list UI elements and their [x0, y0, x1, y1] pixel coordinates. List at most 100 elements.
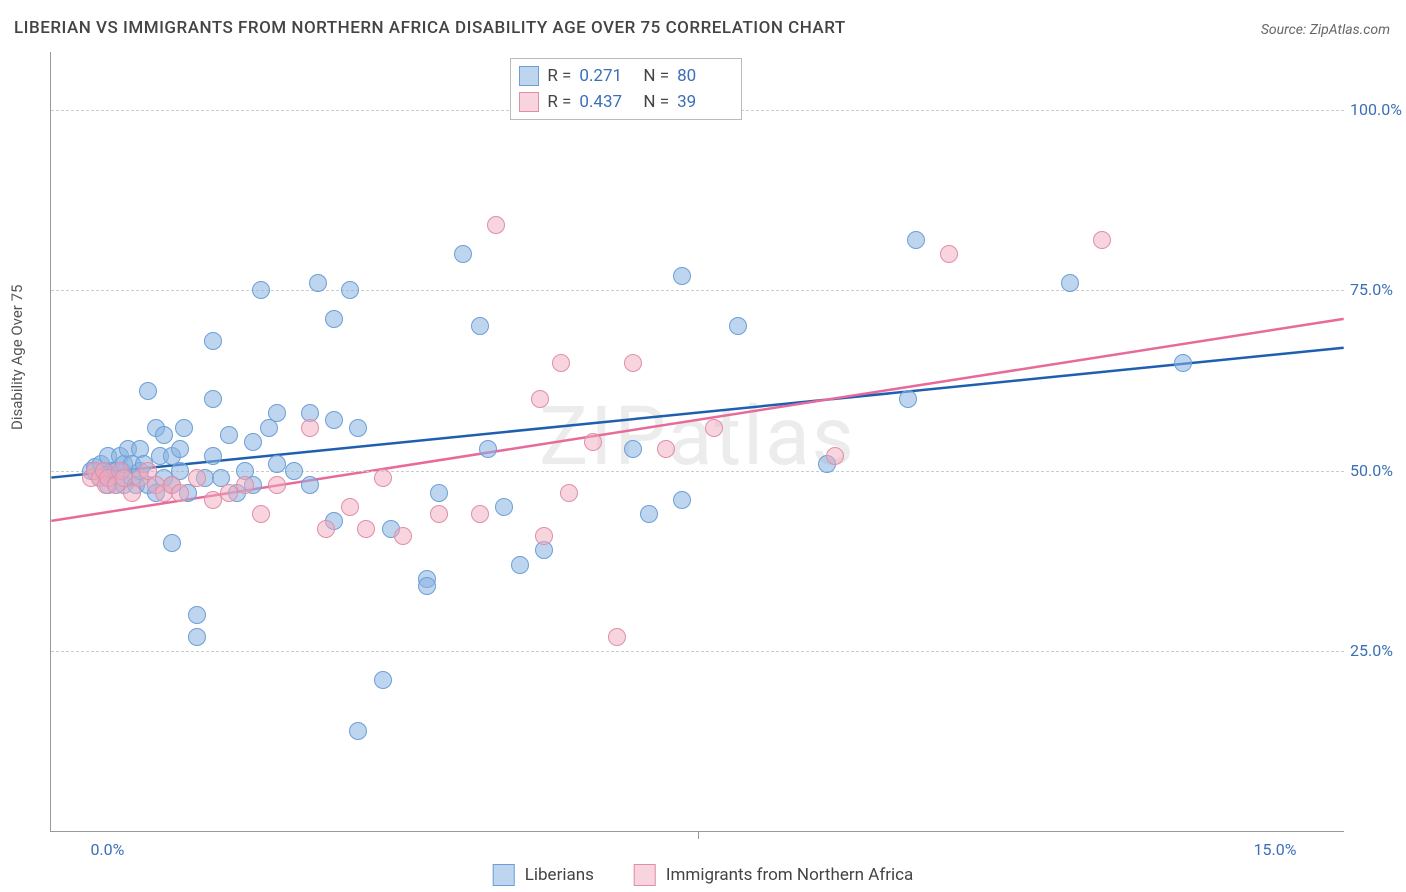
- scatter-point: [139, 382, 157, 400]
- scatter-point: [608, 628, 626, 646]
- scatter-point: [341, 281, 359, 299]
- scatter-point: [301, 476, 319, 494]
- n-label: N =: [643, 66, 669, 86]
- plot-area: ZIPatlas R =0.271N =80R =0.437N =39: [50, 52, 1344, 832]
- r-value: 0.437: [579, 92, 635, 112]
- stats-legend-row: R = 0.437 N = 39: [519, 89, 733, 115]
- scatter-point: [374, 671, 392, 689]
- scatter-point: [252, 505, 270, 523]
- gridline: [51, 651, 1344, 652]
- scatter-point: [705, 419, 723, 437]
- scatter-point: [1174, 354, 1192, 372]
- scatter-point: [268, 404, 286, 422]
- scatter-point: [171, 440, 189, 458]
- stats-legend-row: R = 0.271 N = 80: [519, 63, 733, 89]
- trendline: [51, 348, 1343, 478]
- scatter-point: [317, 520, 335, 538]
- y-axis-label: Disability Age Over 75: [8, 285, 26, 430]
- legend-bottom: Liberians Immigrants from Northern Africa: [493, 864, 914, 886]
- scatter-point: [155, 426, 173, 444]
- scatter-point: [729, 317, 747, 335]
- scatter-point: [204, 447, 222, 465]
- scatter-point: [357, 520, 375, 538]
- legend-swatch: [634, 864, 656, 886]
- scatter-point: [454, 245, 472, 263]
- scatter-point: [220, 426, 238, 444]
- y-tick-label: 25.0%: [1350, 641, 1393, 660]
- legend-item: Liberians: [493, 864, 594, 886]
- legend-label: Immigrants from Northern Africa: [666, 865, 913, 885]
- scatter-point: [535, 527, 553, 545]
- scatter-point: [430, 505, 448, 523]
- scatter-point: [341, 498, 359, 516]
- scatter-point: [418, 577, 436, 595]
- scatter-point: [940, 245, 958, 263]
- scatter-point: [584, 433, 602, 451]
- y-tick-label: 100.0%: [1350, 100, 1402, 119]
- chart-title: LIBERIAN VS IMMIGRANTS FROM NORTHERN AFR…: [14, 18, 846, 38]
- scatter-point: [899, 390, 917, 408]
- n-value: 39: [677, 92, 733, 112]
- scatter-point: [236, 476, 254, 494]
- scatter-point: [1093, 231, 1111, 249]
- x-tick-label: 0.0%: [90, 840, 124, 859]
- scatter-point: [531, 390, 549, 408]
- scatter-point: [163, 534, 181, 552]
- scatter-point: [349, 722, 367, 740]
- legend-swatch: [519, 92, 539, 112]
- scatter-point: [188, 606, 206, 624]
- legend-swatch: [519, 66, 539, 86]
- scatter-point: [657, 440, 675, 458]
- scatter-point: [624, 440, 642, 458]
- scatter-point: [188, 628, 206, 646]
- x-tick-label: 15.0%: [1254, 840, 1297, 859]
- scatter-point: [673, 267, 691, 285]
- scatter-point: [394, 527, 412, 545]
- scatter-point: [325, 411, 343, 429]
- n-value: 80: [677, 66, 733, 86]
- r-label: R =: [547, 92, 571, 112]
- scatter-point: [374, 469, 392, 487]
- scatter-point: [640, 505, 658, 523]
- scatter-point: [826, 447, 844, 465]
- scatter-point: [511, 556, 529, 574]
- scatter-point: [1061, 274, 1079, 292]
- scatter-point: [204, 332, 222, 350]
- scatter-point: [204, 390, 222, 408]
- x-tick: [698, 831, 699, 839]
- r-label: R =: [547, 66, 571, 86]
- scatter-point: [244, 433, 262, 451]
- scatter-point: [252, 281, 270, 299]
- y-tick-label: 50.0%: [1350, 461, 1393, 480]
- scatter-point: [171, 484, 189, 502]
- scatter-point: [471, 505, 489, 523]
- legend-swatch: [493, 864, 515, 886]
- scatter-point: [309, 274, 327, 292]
- scatter-point: [285, 462, 303, 480]
- scatter-point: [349, 419, 367, 437]
- scatter-point: [552, 354, 570, 372]
- scatter-point: [560, 484, 578, 502]
- scatter-point: [430, 484, 448, 502]
- legend-label: Liberians: [525, 865, 594, 885]
- scatter-point: [325, 310, 343, 328]
- scatter-point: [175, 419, 193, 437]
- scatter-point: [907, 231, 925, 249]
- scatter-point: [487, 216, 505, 234]
- scatter-point: [624, 354, 642, 372]
- scatter-point: [188, 469, 206, 487]
- gridline: [51, 290, 1344, 291]
- legend-item: Immigrants from Northern Africa: [634, 864, 913, 886]
- scatter-point: [471, 317, 489, 335]
- scatter-point: [479, 440, 497, 458]
- scatter-point: [301, 419, 319, 437]
- chart-container: LIBERIAN VS IMMIGRANTS FROM NORTHERN AFR…: [0, 0, 1406, 892]
- source-label: Source: ZipAtlas.com: [1261, 22, 1390, 38]
- n-label: N =: [643, 92, 669, 112]
- scatter-point: [495, 498, 513, 516]
- scatter-point: [268, 476, 286, 494]
- y-tick-label: 75.0%: [1350, 280, 1393, 299]
- r-value: 0.271: [579, 66, 635, 86]
- scatter-point: [673, 491, 691, 509]
- stats-legend: R = 0.271 N = 80 R = 0.437 N = 39: [510, 58, 742, 120]
